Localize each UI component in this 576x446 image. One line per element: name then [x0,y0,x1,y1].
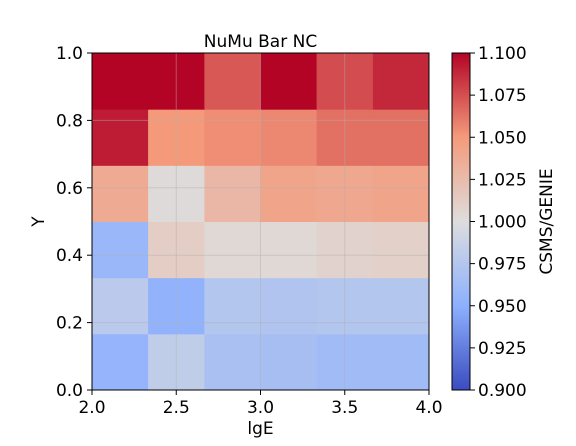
y-tick-label: 0.0 [56,381,83,401]
x-axis-title: lgE [247,419,273,439]
y-tick-label: 0.2 [56,314,83,334]
colorbar-ticks: 0.900 0.925 0.950 0.975 1.000 1.025 1.050 1.075… [470,44,527,401]
colorbar-tick-label: 1.100 [478,44,527,64]
heatmap-cell [316,165,374,222]
heatmap-cell [204,165,261,222]
colorbar-title: CSMS/GENIE [537,168,557,274]
heatmap-cell [316,109,374,166]
y-tick-label: 0.8 [56,111,83,131]
heatmap-cell [372,165,430,222]
y-tick-label: 0.6 [56,179,83,199]
heatmap-cells [92,53,430,391]
heatmap-cell [92,53,149,110]
heatmap-cell [372,109,430,166]
heatmap-cell [92,277,149,335]
colorbar-tick-label: 1.025 [478,170,527,190]
colorbar-tick-label: 1.050 [478,128,527,148]
x-tick-label: 2.0 [78,398,105,418]
colorbar [451,52,471,391]
heatmap-cell [372,277,430,335]
heatmap-cell [92,333,149,391]
colorbar-tick-label: 0.925 [478,339,527,359]
heatmap-cell [148,277,205,335]
heatmap-cell [148,221,205,279]
heatmap-cell [148,333,205,391]
y-axis-ticks: 0.0 0.2 0.4 0.6 0.8 1.0 [56,44,92,401]
heatmap-cell [260,221,318,279]
heatmap-cell [316,277,374,335]
heatmap-cell [204,221,261,279]
heatmap-cell [92,221,149,279]
x-tick-label: 2.5 [163,398,190,418]
x-tick-label: 3.0 [247,398,274,418]
y-tick-label: 1.0 [56,44,83,64]
heatmap-cell [148,165,205,222]
y-axis-title: Y [29,216,49,228]
heatmap-cell [260,109,318,166]
heatmap-cell [260,53,318,110]
heatmap-cell [372,333,430,391]
heatmap-cell [316,221,374,279]
heatmap-cell [260,165,318,222]
heatmap-cell [148,53,205,110]
heatmap-cell [204,333,261,391]
heatmap-cell [92,165,149,222]
heatmap-cell [148,109,205,166]
colorbar-tick-label: 0.900 [478,381,527,401]
heatmap-cell [204,109,261,166]
chart-title: NuMu Bar NC [204,32,317,52]
heatmap-cell [204,277,261,335]
x-tick-label: 3.5 [331,398,358,418]
heatmap-cell [316,53,374,110]
heatmap-cell [204,53,261,110]
heatmap-cell [260,277,318,335]
colorbar-tick-label: 1.000 [478,213,527,233]
heatmap-cell [316,333,374,391]
heatmap-cell [260,333,318,391]
colorbar-tick-label: 1.075 [478,86,527,106]
x-axis-ticks: 2.0 2.5 3.0 3.5 4.0 [78,390,443,418]
heatmap-cell [372,53,430,110]
colorbar-tick-label: 0.950 [478,297,527,317]
x-tick-label: 4.0 [415,398,442,418]
heatmap-cell [372,221,430,279]
y-tick-label: 0.4 [56,246,83,266]
heatmap-cell [92,109,149,166]
colorbar-tick-label: 0.975 [478,255,527,275]
